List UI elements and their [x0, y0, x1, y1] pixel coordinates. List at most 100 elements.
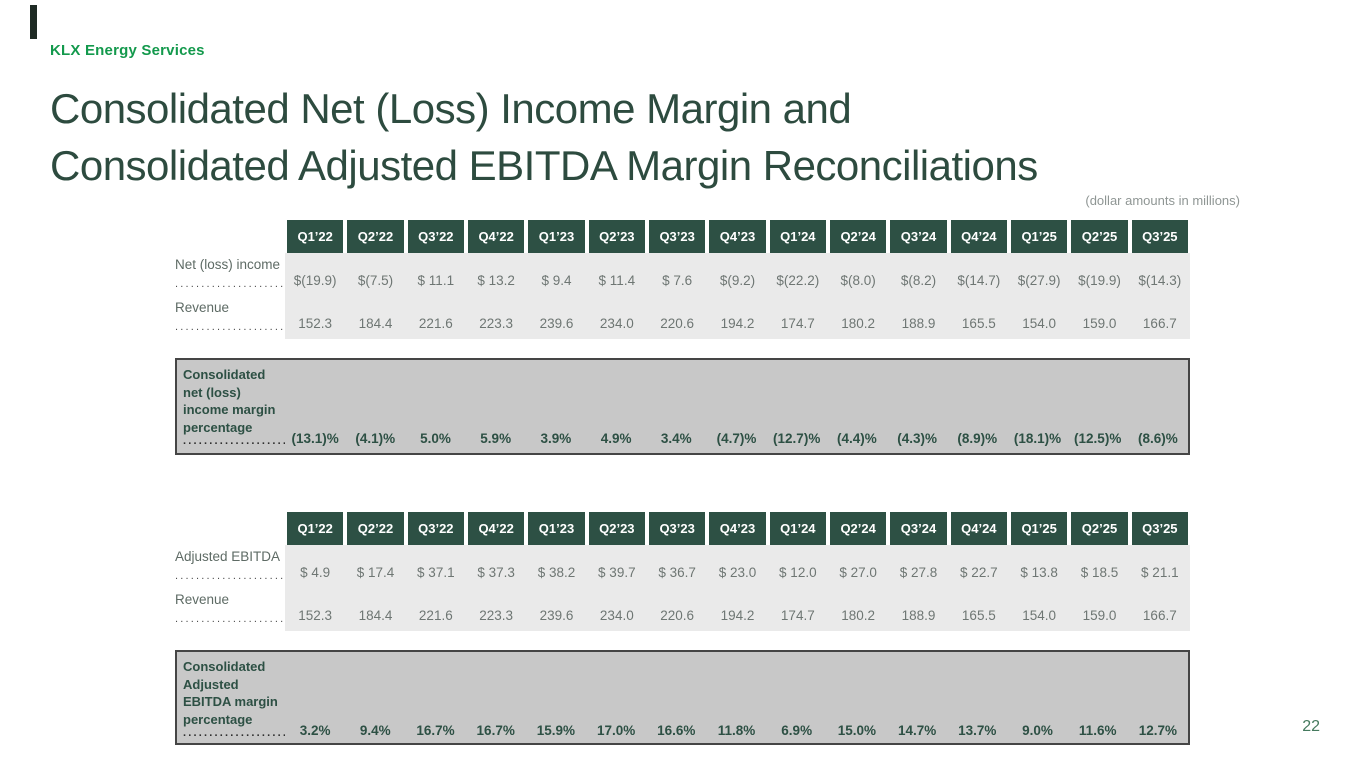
value-cell: $ 17.4	[345, 545, 406, 588]
quarter-header-cell: Q4’22	[467, 512, 525, 545]
value-cell: $ 27.0	[827, 545, 889, 588]
value-cell: 152.3	[285, 588, 346, 631]
quarter-header-cell: Q3’24	[890, 512, 947, 545]
quarter-header-cell: Q3’23	[648, 512, 706, 545]
value-cell: 188.9	[888, 588, 949, 631]
value-cell: 221.6	[405, 588, 466, 631]
margin-value-cell: 16.7%	[416, 723, 455, 738]
value-cell: 234.0	[586, 296, 647, 339]
value-cell: 184.4	[345, 296, 406, 339]
value-cell: $(14.3)	[1129, 253, 1190, 296]
page-title-line2: Consolidated Adjusted EBITDA Margin Reco…	[50, 142, 1038, 189]
value-cell: 223.3	[465, 588, 527, 631]
table-body: Adjusted EBITDA.........................…	[175, 545, 1190, 631]
margin-value-cell: (4.4)%	[837, 431, 877, 446]
value-cell: 220.6	[646, 588, 708, 631]
value-cell: $ 27.8	[888, 545, 949, 588]
value-cell: 220.6	[646, 296, 708, 339]
quarter-header-cell: Q1’23	[528, 512, 585, 545]
quarter-header-cell: Q4’23	[709, 512, 766, 545]
margin-value-cell: 13.7%	[958, 723, 997, 738]
quarter-header-cell: Q1’23	[528, 220, 585, 253]
value-cell: 152.3	[285, 296, 346, 339]
quarter-header-cell: Q2’24	[829, 512, 887, 545]
page-number: 22	[1302, 718, 1320, 735]
margin-value-cell: (4.1)%	[355, 431, 396, 446]
net-loss-income-table: Q1’22 Q2’22 Q3’22 Q4’22 Q1’23 Q2’23 Q3’23 Q4’23…	[175, 220, 1190, 339]
value-cell: $ 23.0	[707, 545, 768, 588]
quarter-header-cell: Q3’25	[1131, 220, 1188, 253]
value-cell: $ 21.1	[1129, 545, 1190, 588]
row-label-cell: Revenue.................................…	[175, 296, 285, 339]
quarter-header-cell: Q1’25	[1010, 220, 1068, 253]
row-label-cell: Adjusted EBITDA.........................…	[175, 545, 285, 588]
quarter-header-cell: Q3’23	[648, 220, 706, 253]
value-cell: $ 11.1	[405, 253, 466, 296]
header-spacer	[175, 220, 285, 253]
leader-dots: ......................................	[175, 322, 283, 333]
row-label-cell: Net (loss) income.......................…	[175, 253, 285, 296]
value-cell: 194.2	[707, 296, 768, 339]
value-cell: 239.6	[526, 588, 587, 631]
margin-value-cell: 12.7%	[1138, 723, 1178, 738]
value-cell: 188.9	[888, 296, 949, 339]
margin-value-cell: 3.9%	[540, 431, 572, 446]
value-cell: 174.7	[767, 296, 828, 339]
quarter-header-cell: Q1’24	[769, 512, 826, 545]
value-cell: 159.0	[1069, 296, 1130, 339]
quarter-header-cell: Q2’23	[588, 512, 645, 545]
margin-value-cell: 17.0%	[596, 723, 636, 738]
quarter-header-cell: Q4’24	[950, 512, 1007, 545]
quarter-header-cell: Q2’22	[347, 220, 404, 253]
value-cell: $ 39.7	[586, 545, 647, 588]
table-row: Net (loss) income.......................…	[175, 253, 1190, 296]
margin-value-cell: (4.7)%	[716, 431, 757, 446]
margin-value-cell: 3.4%	[660, 431, 692, 446]
value-cell: $(19.9)	[1069, 253, 1130, 296]
margin-value-cell: 4.9%	[600, 431, 632, 446]
value-cell: $ 22.7	[948, 545, 1009, 588]
value-cell: $(22.2)	[767, 253, 828, 296]
value-cell: 165.5	[948, 588, 1009, 631]
margin-value-cell: 16.7%	[476, 723, 515, 738]
adjusted-ebitda-table: Q1’22 Q2’22 Q3’22 Q4’22 Q1’23 Q2’23 Q3’23 Q4’23…	[175, 512, 1190, 631]
margin-value-cell: (8.9)%	[957, 431, 998, 446]
table-row: Revenue.................................…	[175, 296, 1190, 339]
row-label: Revenue	[175, 300, 230, 315]
margin-value-cell: (8.6)%	[1138, 431, 1178, 446]
quarter-header-cell: Q3’25	[1131, 512, 1188, 545]
leader-dots: ......................................	[175, 571, 283, 582]
quarter-header-cell: Q4’23	[709, 220, 766, 253]
margin-value-cell: 14.7%	[897, 723, 937, 738]
units-note: (dollar amounts in millions)	[1085, 193, 1240, 208]
value-cell: $ 37.1	[405, 545, 466, 588]
value-cell: $(8.2)	[888, 253, 949, 296]
quarter-header-cell: Q3’22	[407, 512, 464, 545]
value-cell: $ 13.2	[465, 253, 527, 296]
quarter-header-cell: Q2’25	[1071, 220, 1128, 253]
accent-bar	[30, 5, 37, 39]
quarter-header-cell: Q2’22	[347, 512, 404, 545]
value-cell: $ 13.8	[1008, 545, 1070, 588]
margin-value-cell: 3.2%	[299, 723, 331, 738]
value-cell: 174.7	[767, 588, 828, 631]
margin-value-cell: 9.4%	[359, 723, 391, 738]
value-cell: 239.6	[526, 296, 587, 339]
row-label: Revenue	[175, 592, 230, 607]
leader-dots: ......................................	[175, 614, 283, 625]
margin-value-cell: (12.7)%	[773, 431, 821, 446]
value-cell: $(27.9)	[1008, 253, 1070, 296]
margin-value-cell: 5.9%	[480, 431, 512, 446]
brand-text: KLX Energy Services	[50, 42, 205, 59]
value-cell: 166.7	[1129, 296, 1190, 339]
value-cell: $ 36.7	[646, 545, 708, 588]
quarter-header-cell: Q2’23	[588, 220, 645, 253]
quarter-header-cell: Q3’24	[890, 220, 947, 253]
table-body: Net (loss) income.......................…	[175, 253, 1190, 339]
value-cell: $ 18.5	[1069, 545, 1130, 588]
value-cell: $ 12.0	[767, 545, 828, 588]
quarter-header-row: Q1’22 Q2’22 Q3’22 Q4’22 Q1’23 Q2’23 Q3’23 Q4’23…	[175, 220, 1190, 253]
leader-dots: ......................................	[183, 436, 285, 447]
row-label: Net (loss) income	[175, 257, 281, 272]
